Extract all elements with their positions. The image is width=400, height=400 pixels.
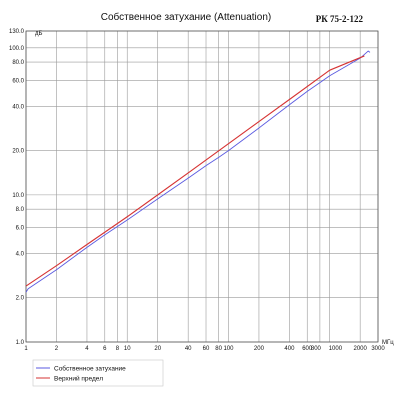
series-line-measured: [25, 50, 371, 293]
y-tick-label: 1.0: [16, 340, 25, 346]
x-tick-label: 400: [284, 346, 295, 352]
y-tick-label: 40.0: [12, 104, 24, 110]
y-tick-label: 60.0: [12, 78, 24, 84]
y-tick-label: 6.0: [16, 226, 25, 232]
cable-model-label: РК 75-2-122: [316, 14, 364, 24]
x-tick-label: 3000: [371, 346, 385, 352]
y-unit-label: дБ: [35, 31, 43, 37]
legend-box: [32, 359, 164, 387]
x-tick-label: 4: [85, 346, 89, 352]
series-line-limit: [25, 55, 365, 287]
x-tick-label: 20: [154, 346, 161, 352]
x-tick-label: 2000: [353, 346, 367, 352]
x-tick-label: 80: [215, 346, 222, 352]
legend-label-measured: Собственное затухание: [54, 365, 126, 373]
legend-label-limit: Верхний предел: [54, 375, 103, 383]
x-tick-label: 800: [311, 346, 322, 352]
y-tick-label: 10.0: [12, 193, 24, 199]
y-tick-label: 20.0: [12, 149, 24, 155]
y-tick-label: 2.0: [16, 296, 25, 302]
plot-frame: [25, 30, 379, 343]
y-tick-label: 4.0: [16, 251, 25, 257]
x-tick-label: 600: [302, 346, 313, 352]
x-tick-label: 10: [124, 346, 131, 352]
y-tick-label: 130.0: [9, 29, 25, 35]
y-tick-label: 100.0: [9, 46, 25, 52]
y-tick-label: 80.0: [12, 60, 24, 66]
x-tick-label: 100: [223, 346, 234, 352]
x-tick-label: 1000: [329, 346, 343, 352]
x-tick-label: 200: [254, 346, 265, 352]
x-tick-label: 1: [24, 346, 28, 352]
legend: Собственное затухание Верхний предел: [32, 359, 164, 387]
x-tick-label: 40: [185, 346, 192, 352]
y-tick-label: 8.0: [16, 207, 25, 213]
x-tick-label: 6: [103, 346, 107, 352]
chart-title: Собственное затухание (Attenuation): [101, 11, 271, 23]
grid: [25, 30, 379, 343]
x-tick-label: 2: [55, 346, 59, 352]
series-lines: [25, 50, 371, 293]
x-tick-label: 8: [116, 346, 120, 352]
x-tick-label: 60: [203, 346, 210, 352]
x-unit-label: МГц: [382, 340, 394, 346]
